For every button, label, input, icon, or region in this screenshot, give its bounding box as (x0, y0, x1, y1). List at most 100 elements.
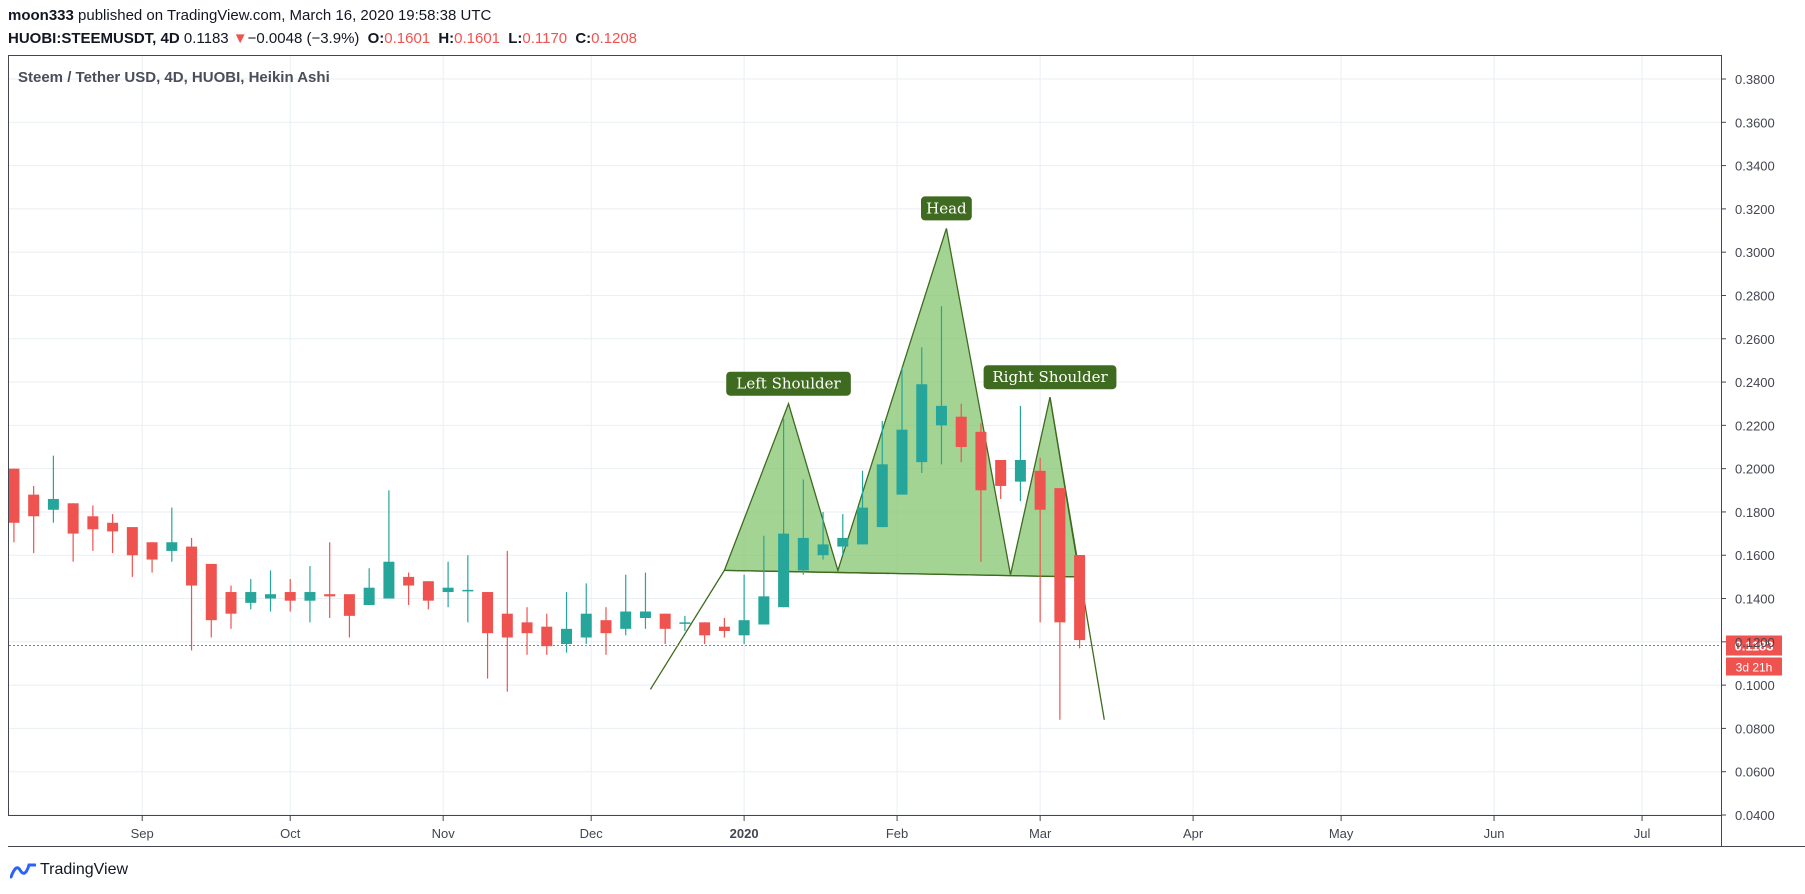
candle[interactable] (935, 306, 947, 465)
candle-body (245, 592, 257, 603)
candle[interactable] (422, 581, 434, 610)
candle[interactable] (659, 613, 671, 644)
candle[interactable] (482, 592, 494, 679)
candle[interactable] (600, 607, 612, 655)
candle[interactable] (186, 537, 198, 651)
y-tick-label: 0.2800 (1735, 288, 1775, 303)
candle[interactable] (166, 507, 178, 562)
candle[interactable] (896, 366, 908, 495)
candle-body (482, 592, 494, 634)
x-tick-label: Jun (1484, 826, 1505, 841)
candle[interactable] (916, 347, 928, 473)
candle[interactable] (1054, 488, 1066, 720)
candle[interactable] (580, 583, 592, 644)
candle[interactable] (639, 572, 651, 629)
candle[interactable] (837, 514, 849, 556)
candle[interactable] (1034, 457, 1046, 623)
candle[interactable] (205, 563, 217, 638)
candle[interactable] (738, 574, 750, 644)
y-tick-label: 0.1400 (1735, 592, 1775, 607)
candle[interactable] (521, 607, 533, 655)
candle[interactable] (67, 503, 79, 562)
candle[interactable] (620, 574, 632, 636)
candle[interactable] (8, 468, 20, 543)
candle[interactable] (876, 421, 888, 528)
candle-body (324, 594, 336, 597)
candle[interactable] (126, 527, 138, 577)
candle[interactable] (87, 505, 99, 551)
candle[interactable] (343, 594, 355, 638)
x-tick-label: Mar (1029, 826, 1052, 841)
chart-overlay: 0.1183 3d 21h Left Shoulder Head Right Shoul… (9, 196, 1782, 676)
candle-body (837, 537, 849, 547)
candle-body (403, 576, 415, 586)
y-tick-label: 0.0600 (1735, 765, 1775, 780)
candle-body (47, 498, 59, 510)
candle-body (422, 581, 434, 601)
candle[interactable] (462, 555, 474, 623)
candle-body (383, 561, 395, 599)
candle[interactable] (28, 485, 40, 554)
candle-body (758, 596, 770, 625)
candle[interactable] (107, 514, 119, 554)
candle-body (718, 626, 730, 631)
pattern-label[interactable]: Head (921, 196, 972, 221)
y-tick-label: 0.0800 (1735, 721, 1775, 736)
candle[interactable] (1074, 555, 1086, 649)
y-tick-label: 0.2200 (1735, 418, 1775, 433)
candle[interactable] (561, 592, 573, 653)
candle[interactable] (403, 572, 415, 606)
high-value: 0.1601 (454, 30, 501, 47)
candle[interactable] (225, 585, 237, 629)
candle[interactable] (264, 570, 276, 612)
candle[interactable] (442, 561, 454, 608)
candle[interactable] (699, 622, 711, 644)
candle-body (955, 416, 967, 447)
candle[interactable] (857, 470, 869, 545)
candle-body (995, 459, 1007, 486)
candle[interactable] (797, 479, 809, 575)
x-tick-label: May (1329, 826, 1354, 841)
tradingview-logo-icon (10, 863, 36, 879)
last-price-tag-label: 0.1183 (1734, 639, 1773, 654)
candle[interactable] (718, 618, 730, 638)
tradingview-logo[interactable]: TradingView (10, 861, 128, 879)
candle[interactable] (975, 423, 987, 562)
candle[interactable] (383, 490, 395, 599)
candle[interactable] (778, 418, 790, 608)
y-tick-label: 0.2600 (1735, 332, 1775, 347)
candle[interactable] (995, 459, 1007, 499)
time-axis[interactable]: Sep Oct Nov Dec 2020 Feb Mar Apr May Jun Jul (131, 816, 1651, 841)
candle[interactable] (47, 455, 59, 523)
candle[interactable] (284, 579, 296, 612)
y-tick-label: 0.3000 (1735, 245, 1775, 260)
pattern-label[interactable]: Right Shoulder (983, 365, 1117, 390)
candle[interactable] (758, 535, 770, 625)
y-tick-label: 0.2000 (1735, 462, 1775, 477)
candle[interactable] (501, 550, 513, 692)
candle-body (462, 589, 474, 592)
price-axis[interactable]: 0.3800 0.3600 0.3400 0.3200 0.3000 0.2800 0.26… (1721, 72, 1775, 823)
candle[interactable] (324, 542, 336, 619)
candle[interactable] (245, 579, 257, 610)
candle-body (166, 542, 178, 551)
change-down-icon: ▼ (232, 30, 248, 47)
candle[interactable] (541, 613, 553, 655)
candle-body (699, 622, 711, 636)
candle[interactable] (955, 403, 967, 463)
candle[interactable] (1014, 405, 1026, 502)
author-name[interactable]: moon333 (8, 7, 74, 24)
candle-body (817, 544, 829, 556)
y-tick-label: 0.2400 (1735, 375, 1775, 390)
pattern-label-box (921, 196, 972, 221)
candle[interactable] (679, 615, 691, 631)
candle[interactable] (817, 511, 829, 560)
left-trend-line[interactable] (649, 570, 725, 690)
pattern-label[interactable]: Left Shoulder (726, 371, 851, 396)
chart-grid (9, 56, 1721, 816)
candle-body (620, 611, 632, 629)
candle[interactable] (363, 568, 375, 606)
candle[interactable] (146, 542, 158, 573)
candle[interactable] (304, 566, 316, 623)
